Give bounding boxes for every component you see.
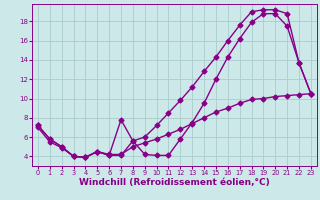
X-axis label: Windchill (Refroidissement éolien,°C): Windchill (Refroidissement éolien,°C) [79, 178, 270, 187]
